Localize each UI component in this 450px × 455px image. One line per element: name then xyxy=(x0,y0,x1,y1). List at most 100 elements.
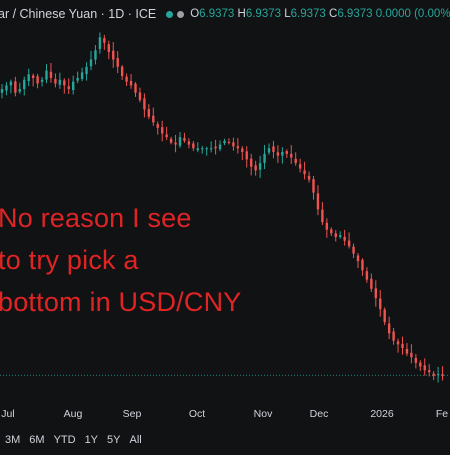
candle-body xyxy=(49,71,53,78)
candle-body xyxy=(178,137,182,146)
candle-body xyxy=(316,193,320,210)
candle-body xyxy=(401,343,404,349)
candle-body xyxy=(321,209,324,223)
candle-body xyxy=(9,81,13,86)
candle-body xyxy=(334,233,337,238)
range-button-5y[interactable]: 5Y xyxy=(107,434,121,446)
candle-body xyxy=(107,44,110,53)
candle-body xyxy=(138,92,142,101)
candle-body xyxy=(379,298,382,310)
candle-body xyxy=(192,143,195,149)
candle-body xyxy=(294,158,297,164)
candle-body xyxy=(361,259,364,271)
candle-body xyxy=(134,83,137,93)
ohlc-open-key: O xyxy=(190,8,200,20)
candle-body xyxy=(98,37,102,49)
candle-body xyxy=(147,109,151,117)
candle-body xyxy=(174,142,177,145)
candle-body xyxy=(169,138,173,143)
candle-body xyxy=(143,98,146,110)
candle-body xyxy=(312,179,315,193)
ohlc-open-value: 6.9373 xyxy=(199,8,235,20)
candle-body xyxy=(356,255,360,262)
ohlc-low-value: 6.9373 xyxy=(290,8,326,20)
candle-body xyxy=(18,89,21,92)
x-tick-label: Fe xyxy=(436,408,448,420)
candle-body xyxy=(276,152,280,156)
candle-body xyxy=(40,79,44,82)
candle-body xyxy=(165,134,168,138)
range-button-1y[interactable]: 1Y xyxy=(84,434,99,446)
candle-body xyxy=(152,115,155,123)
candle-body xyxy=(36,76,39,84)
ohlc-close-value: 6.9373 xyxy=(337,8,373,20)
candle-body xyxy=(14,81,17,93)
candle-body xyxy=(370,278,373,289)
ohlc-close-key: C xyxy=(329,8,338,20)
candle-body xyxy=(67,86,70,90)
status-dots xyxy=(166,10,185,18)
annotation-line-3: bottom in USD/CNY xyxy=(0,287,242,317)
candle-body xyxy=(343,236,346,241)
candle-body xyxy=(241,148,244,152)
candle-body xyxy=(405,348,409,354)
candle-body xyxy=(258,163,262,170)
candle-body xyxy=(116,58,119,67)
candle-body xyxy=(72,81,75,91)
ohlc-readout: O6.9373 H6.9373 L6.9373 C6.9373 0.0000 (… xyxy=(190,8,450,20)
range-button-ytd[interactable]: YTD xyxy=(53,434,76,446)
candle-body xyxy=(223,140,226,144)
x-tick-label: Nov xyxy=(254,408,273,420)
x-tick-label: Sep xyxy=(123,408,142,420)
candle-body xyxy=(214,146,217,149)
candle-body xyxy=(161,127,164,134)
candle-body xyxy=(387,323,391,334)
x-tick-label: 2026 xyxy=(370,408,394,420)
candle-body xyxy=(428,370,431,373)
candle-body xyxy=(103,38,106,43)
candle-body xyxy=(31,75,35,78)
candle-body xyxy=(58,79,62,85)
candle-body xyxy=(414,357,418,363)
ohlc-change-value: 0.0000 (0.00%) xyxy=(375,8,450,20)
candle-body xyxy=(85,66,88,75)
candle-body xyxy=(383,309,386,323)
ohlc-high-value: 6.9373 xyxy=(245,8,282,20)
candle-body xyxy=(0,89,4,93)
chart-header: ar / Chinese Yuan · 1D · ICE O6.9373 H6.… xyxy=(0,0,450,28)
symbol-title[interactable]: ar / Chinese Yuan · 1D · ICE xyxy=(0,7,157,21)
candle-body xyxy=(392,331,395,341)
candle-body xyxy=(352,246,355,254)
annotation-line-2: to try pick a xyxy=(0,245,139,275)
candle-body xyxy=(365,271,369,280)
range-button-all[interactable]: All xyxy=(129,434,142,446)
candle-body xyxy=(209,148,213,150)
candle-body xyxy=(45,70,48,80)
candle-body xyxy=(245,151,248,160)
candle-body xyxy=(254,165,257,171)
range-button-3m[interactable]: 3M xyxy=(5,434,21,446)
candle-body xyxy=(432,373,435,376)
candle-body xyxy=(129,80,133,86)
candle-body xyxy=(339,235,342,238)
candle-body xyxy=(419,362,422,367)
candle-body xyxy=(236,146,240,149)
candle-body xyxy=(218,144,222,150)
candle-body xyxy=(232,142,235,147)
candle-body xyxy=(112,50,115,60)
candle-body xyxy=(187,141,191,145)
x-tick-label: Jul xyxy=(1,408,14,420)
candle-body xyxy=(272,146,275,152)
candle-body xyxy=(94,50,97,60)
candle-body xyxy=(281,151,284,156)
candle-body xyxy=(423,365,426,371)
candle-body xyxy=(5,85,8,91)
range-button-6m[interactable]: 6M xyxy=(29,434,45,446)
candle-body xyxy=(80,72,84,79)
candle-body xyxy=(27,74,30,82)
candle-body xyxy=(441,374,444,376)
candle-body xyxy=(205,148,208,150)
candle-body xyxy=(436,373,440,375)
ohlc-high-key: H xyxy=(237,8,246,20)
